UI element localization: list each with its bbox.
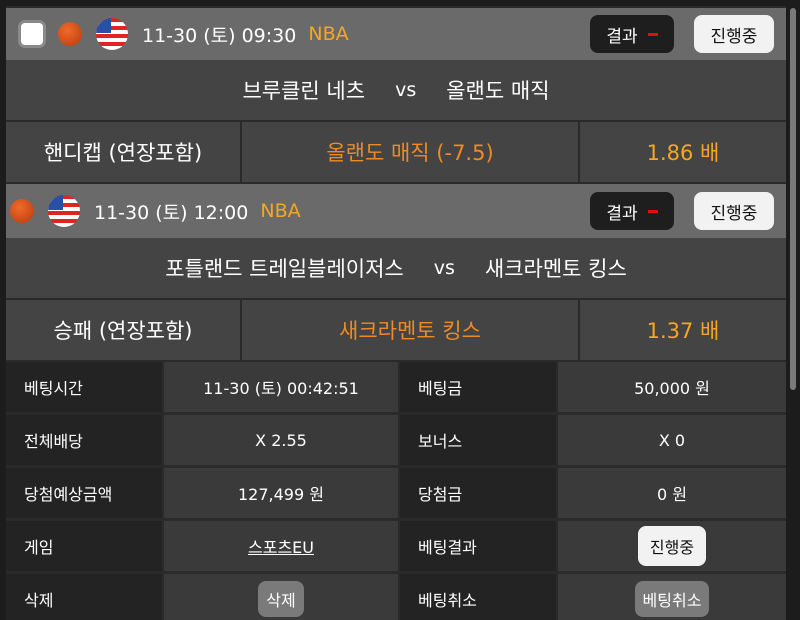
bet-time-label: 베팅시간 bbox=[6, 362, 162, 412]
result-label: 결과 bbox=[606, 203, 638, 224]
bet-row: 핸디캡 (연장포함) 올랜도 매직 (-7.5) 1.86 배 bbox=[6, 122, 786, 182]
summary-row: 당첨예상금액 127,499 원 당첨금 0 원 bbox=[6, 468, 786, 518]
result-dash bbox=[647, 32, 658, 36]
bet-amount-label: 베팅금 bbox=[400, 362, 556, 412]
home-team: 브루클린 네츠 bbox=[242, 79, 366, 103]
bet-slip: 11-30 (토) 09:30 NBA 결과 진행중 브루클린 네츠 vs 올랜… bbox=[6, 6, 786, 620]
result-badge: 결과 bbox=[590, 15, 674, 53]
game-datetime: 11-30 (토) 09:30 bbox=[142, 24, 297, 47]
pick: 새크라멘토 킹스 bbox=[242, 300, 578, 360]
total-odds: X 2.55 bbox=[164, 415, 398, 465]
summary-row: 게임 스포츠EU 베팅결과 진행중 bbox=[6, 521, 786, 571]
game-header: 11-30 (토) 09:30 NBA 결과 진행중 bbox=[6, 8, 786, 60]
league: NBA bbox=[308, 23, 349, 45]
away-team: 올랜도 매직 bbox=[446, 79, 550, 103]
delete-cell: 삭제 bbox=[164, 574, 398, 620]
us-flag-icon bbox=[48, 195, 80, 227]
select-checkbox[interactable] bbox=[18, 20, 46, 48]
bet-time: 11-30 (토) 00:42:51 bbox=[164, 362, 398, 412]
market: 승패 (연장포함) bbox=[6, 300, 240, 360]
win-label: 당첨금 bbox=[400, 468, 556, 518]
game-cell: 스포츠EU bbox=[164, 521, 398, 571]
expected-amount: 127,499 원 bbox=[164, 468, 398, 518]
bet-result-label: 베팅결과 bbox=[400, 521, 556, 571]
result-badge: 결과 bbox=[590, 192, 674, 230]
game-link[interactable]: 스포츠EU bbox=[248, 538, 314, 557]
summary-row: 전체배당 X 2.55 보너스 X 0 bbox=[6, 415, 786, 465]
vs-label: vs bbox=[433, 257, 455, 279]
odds: 1.37 배 bbox=[580, 300, 786, 360]
bet-result-cell: 진행중 bbox=[558, 521, 786, 571]
cancel-label: 베팅취소 bbox=[400, 574, 556, 620]
expected-label: 당첨예상금액 bbox=[6, 468, 162, 518]
bet-result-button[interactable]: 진행중 bbox=[637, 526, 707, 566]
market: 핸디캡 (연장포함) bbox=[6, 122, 240, 182]
summary-row: 삭제 삭제 베팅취소 베팅취소 bbox=[6, 574, 786, 620]
matchup: 브루클린 네츠 vs 올랜도 매직 bbox=[6, 60, 786, 120]
status-button[interactable]: 진행중 bbox=[694, 192, 774, 230]
us-flag-icon bbox=[96, 18, 128, 50]
game-header: 11-30 (토) 12:00 NBA 결과 진행중 bbox=[6, 184, 786, 238]
pick: 올랜도 매직 (-7.5) bbox=[242, 122, 578, 182]
delete-button[interactable]: 삭제 bbox=[258, 581, 304, 617]
basketball-icon bbox=[58, 22, 82, 46]
total-odds-label: 전체배당 bbox=[6, 415, 162, 465]
away-team: 새크라멘토 킹스 bbox=[484, 257, 627, 281]
result-label: 결과 bbox=[606, 26, 638, 47]
cancel-bet-button[interactable]: 베팅취소 bbox=[634, 581, 710, 617]
bet-row: 승패 (연장포함) 새크라멘토 킹스 1.37 배 bbox=[6, 300, 786, 360]
basketball-icon bbox=[10, 199, 34, 223]
vs-label: vs bbox=[395, 79, 417, 101]
cancel-cell: 베팅취소 bbox=[558, 574, 786, 620]
home-team: 포틀랜드 트레일블레이저스 bbox=[165, 257, 404, 281]
matchup: 포틀랜드 트레일블레이저스 vs 새크라멘토 킹스 bbox=[6, 238, 786, 298]
summary-row: 베팅시간 11-30 (토) 00:42:51 베팅금 50,000 원 bbox=[6, 362, 786, 412]
scrollbar[interactable] bbox=[790, 8, 796, 390]
game-label: 게임 bbox=[6, 521, 162, 571]
win-amount: 0 원 bbox=[558, 468, 786, 518]
delete-label: 삭제 bbox=[6, 574, 162, 620]
bet-amount: 50,000 원 bbox=[558, 362, 786, 412]
bonus-label: 보너스 bbox=[400, 415, 556, 465]
result-dash bbox=[647, 209, 658, 213]
league: NBA bbox=[260, 200, 301, 222]
odds: 1.86 배 bbox=[580, 122, 786, 182]
game-datetime: 11-30 (토) 12:00 bbox=[94, 201, 249, 224]
status-button[interactable]: 진행중 bbox=[694, 15, 774, 53]
bonus: X 0 bbox=[558, 415, 786, 465]
